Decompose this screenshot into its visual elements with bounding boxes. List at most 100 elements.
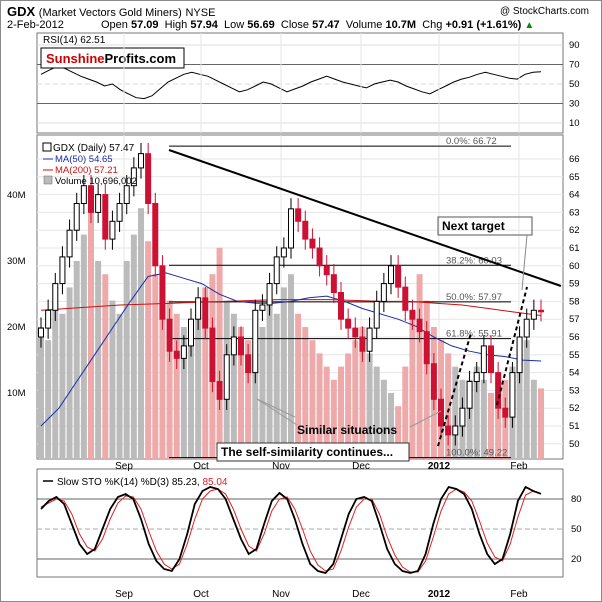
- candle-body: [88, 185, 94, 213]
- candle-body: [538, 309, 544, 313]
- candle-body: [480, 345, 487, 374]
- volume-bar: [380, 379, 387, 459]
- candle-body: [166, 318, 173, 352]
- volume-bar: [116, 313, 123, 459]
- chg-label: Chg: [422, 19, 443, 31]
- candle-body: [95, 194, 102, 213]
- price-tick-label: 57: [569, 314, 580, 325]
- candle-body: [116, 203, 123, 222]
- price-candles: [38, 142, 544, 446]
- volume-bar: [273, 313, 280, 459]
- volume-bar: [166, 300, 173, 459]
- similar-situations-label: Similar situations: [297, 423, 397, 437]
- volume-tick-label: 20M: [7, 322, 26, 333]
- dashed-trend-2: [496, 286, 528, 406]
- candle-body: [238, 336, 244, 356]
- high-label: High: [164, 19, 188, 31]
- next-target-box: [437, 216, 533, 236]
- low-value: 56.69: [247, 19, 275, 31]
- volume-bar: [352, 340, 359, 459]
- volume-bar: [66, 287, 73, 459]
- volume-bar: [345, 353, 352, 459]
- stoch-gridlines: [37, 498, 563, 560]
- logo-part2: Profits.com: [105, 51, 177, 66]
- candle-body: [59, 256, 66, 285]
- ma50-legend: MA(50) 54.65: [55, 154, 113, 165]
- candle-body: [209, 327, 216, 383]
- volume-bar: [366, 353, 373, 459]
- volume-bar: [195, 313, 202, 459]
- gdx-legend-swatch: [42, 142, 52, 152]
- candle-body: [173, 350, 180, 359]
- candle-body: [302, 220, 309, 240]
- candle-body: [123, 185, 130, 204]
- volume-bar: [180, 327, 187, 459]
- logo-box[interactable]: [40, 47, 185, 69]
- rsi-tick-labels: 90 70 50 30 10: [569, 40, 580, 129]
- rsi-tick-label: 50: [569, 79, 580, 90]
- stoch-tick-label: 50: [571, 524, 582, 535]
- x-label-price: 2012: [428, 461, 451, 472]
- candle-body: [273, 256, 280, 285]
- quote-stats: Open 57.09 High 57.94 Low 56.69 Close 57…: [101, 19, 534, 31]
- volume-bar: [309, 340, 316, 459]
- ma200-legend: MA(200) 57.21: [55, 165, 118, 176]
- candle-body: [345, 318, 352, 329]
- stoch-legend: Slow STO %K(14) %D(3) 85.23, 85.04: [57, 477, 228, 488]
- volume-bar: [52, 300, 59, 459]
- volume-value: 10.7M: [385, 19, 417, 31]
- price-tick-label: 52: [569, 403, 580, 414]
- candle-body: [52, 283, 59, 311]
- volume-bar: [330, 379, 337, 459]
- volume-bar: [523, 340, 530, 459]
- x-label-price: Nov: [272, 461, 290, 472]
- candle-body: [38, 327, 44, 338]
- candle-body: [252, 309, 259, 374]
- volume-bar: [80, 234, 87, 459]
- fibonacci-label: 0.0%: 66.72: [446, 136, 497, 147]
- x-label-stoch: Sep: [115, 589, 133, 600]
- candle-body: [145, 153, 152, 205]
- candle-body: [45, 309, 52, 329]
- candle-body: [202, 297, 209, 329]
- price-tick-label: 50: [569, 439, 580, 450]
- volume-bar: [473, 366, 480, 459]
- volume-bar: [416, 274, 423, 459]
- volume-bar: [530, 379, 537, 459]
- price-tick-label: 62: [569, 225, 580, 236]
- x-label-stoch: Feb: [510, 589, 528, 600]
- gdx-legend: GDX (Daily) 57.47: [53, 143, 135, 154]
- close-value: 57.47: [312, 19, 340, 31]
- volume-bar: [480, 379, 487, 459]
- price-tick-label: 61: [569, 243, 580, 254]
- volume-bar: [452, 366, 459, 459]
- volume-bar: [145, 241, 152, 459]
- volume-bar: [109, 300, 116, 459]
- candle-body: [80, 185, 87, 204]
- volume-label: Volume: [345, 19, 383, 31]
- candle-body: [373, 300, 380, 329]
- candle-body: [380, 283, 387, 302]
- volume-bar: [488, 393, 494, 459]
- copyright[interactable]: @ StockCharts.com: [499, 6, 589, 17]
- volume-legend-swatch: [43, 175, 53, 185]
- x-label-price: Sep: [115, 461, 133, 472]
- open-value: 57.09: [130, 19, 159, 31]
- x-label-stoch: Dec: [352, 589, 370, 600]
- candle-body: [423, 331, 430, 365]
- volume-bars: [38, 208, 544, 459]
- volume-bar: [280, 287, 287, 459]
- price-tick-label: 66: [569, 154, 580, 165]
- volume-bar: [245, 340, 252, 459]
- rsi-tick-label: 90: [569, 40, 580, 51]
- next-target-label: Next target: [442, 219, 505, 233]
- logo[interactable]: SunshineProfits.com: [46, 51, 176, 66]
- candle-body: [338, 292, 344, 320]
- security-name: (Market Vectors Gold Miners): [38, 7, 182, 19]
- volume-bar: [95, 261, 102, 459]
- exchange: NYSE: [185, 7, 216, 19]
- volume-bar: [173, 313, 180, 459]
- volume-tick-label: 10M: [7, 388, 26, 399]
- candle-body: [216, 381, 223, 400]
